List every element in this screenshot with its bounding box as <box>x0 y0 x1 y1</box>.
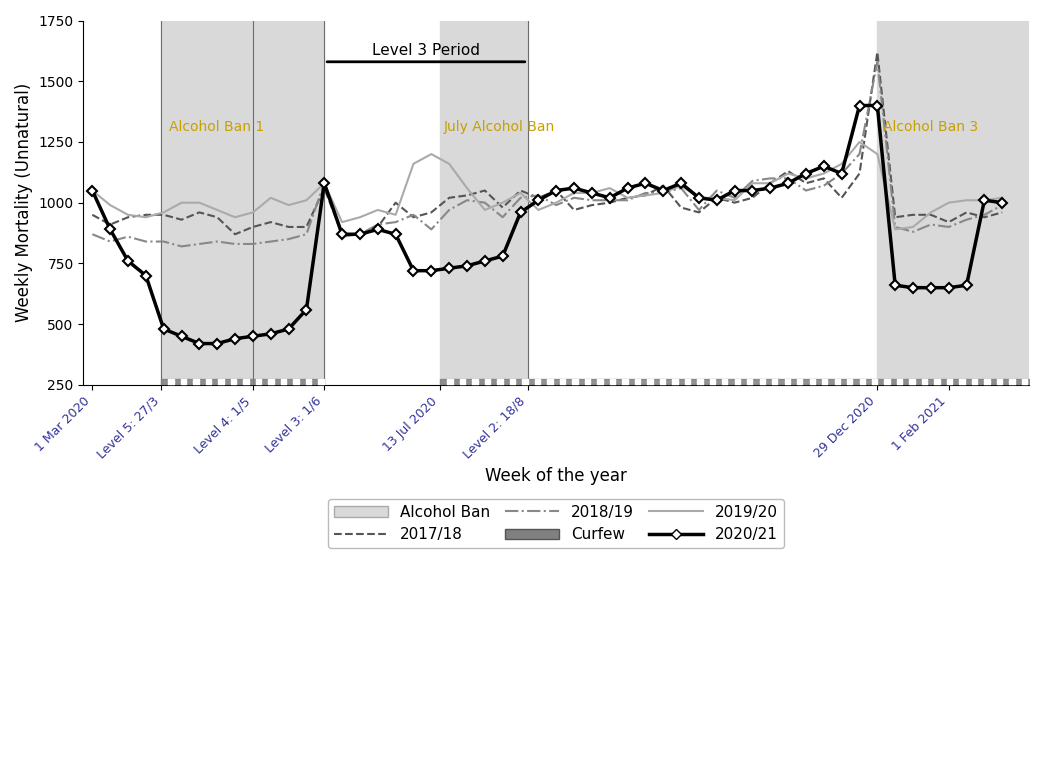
Text: Level 3 Period: Level 3 Period <box>372 43 480 58</box>
Legend: Alcohol Ban, 2017/18, 2018/19, Curfew, 2019/20, 2020/21: Alcohol Ban, 2017/18, 2018/19, Curfew, 2… <box>328 499 784 548</box>
Text: Alcohol Ban 1: Alcohol Ban 1 <box>169 120 264 134</box>
X-axis label: Week of the year: Week of the year <box>485 467 627 484</box>
Text: July Alcohol Ban: July Alcohol Ban <box>444 120 555 134</box>
Bar <box>877 20 1029 385</box>
Bar <box>161 20 325 385</box>
Text: Alcohol Ban 3: Alcohol Ban 3 <box>882 120 978 134</box>
Bar <box>441 20 527 385</box>
Y-axis label: Weekly Mortality (Unnatural): Weekly Mortality (Unnatural) <box>15 83 33 322</box>
